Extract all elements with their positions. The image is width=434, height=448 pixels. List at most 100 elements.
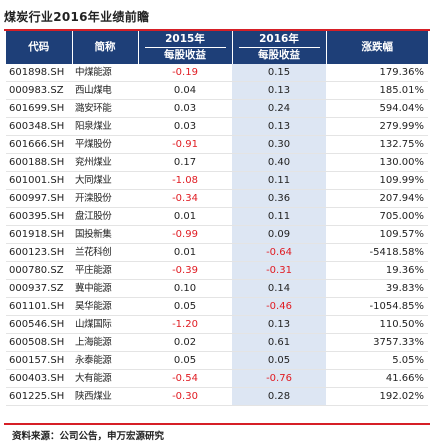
eps-2016-cell: -0.46 [232,297,326,317]
stock-name-cell: 潞安环能 [72,99,138,119]
stock-code-cell: 601101.SH [6,297,72,317]
eps-2016-cell: 0.11 [232,171,326,191]
stock-code-cell: 600508.SH [6,333,72,353]
stock-name-cell: 兖州煤业 [72,153,138,173]
figure-title: 煤炭行业2016年业绩前瞻 [4,10,150,24]
stock-name-cell: 中煤能源 [72,64,138,83]
table-row: 600403.SH 大有能源 -0.54 -0.76 41.66% [6,369,428,389]
stock-name-cell: 阳泉煤业 [72,117,138,137]
stock-name-cell: 兰花科创 [72,243,138,263]
eps-2015-cell: 0.10 [138,279,232,299]
stock-name-cell: 上海能源 [72,333,138,353]
change-cell: 130.00% [326,153,428,173]
top-divider [4,29,430,31]
stock-code-cell: 600997.SH [6,189,72,209]
change-cell: -5418.58% [326,243,428,263]
bottom-divider [4,423,430,425]
change-cell: 185.01% [326,81,428,101]
eps-2016-cell: 0.24 [232,99,326,119]
stock-code-cell: 601666.SH [6,135,72,155]
change-cell: 594.04% [326,99,428,119]
eps-2015-cell: -0.34 [138,189,232,209]
change-cell: -1054.85% [326,297,428,317]
header-name: 简称 [72,31,139,64]
eps-2015-cell: 0.02 [138,333,232,353]
eps-2016-cell: -0.76 [232,369,326,389]
header-eps-2016-year: 2016年 [259,33,299,45]
eps-2015-cell: -1.20 [138,315,232,335]
stock-code-cell: 601898.SH [6,64,72,83]
table-row: 601898.SH 中煤能源 -0.19 0.15 179.36% [6,64,428,83]
stock-code-cell: 600348.SH [6,117,72,137]
table-row: 000983.SZ 西山煤电 0.04 0.13 185.01% [6,81,428,101]
header-change: 涨跌幅 [326,31,428,64]
header-eps-2016-label: 每股收益 [238,47,320,63]
eps-2015-cell: -0.30 [138,387,232,407]
table-row: 600157.SH 永泰能源 0.05 0.05 5.05% [6,351,428,371]
eps-2016-cell: 0.05 [232,351,326,371]
eps-2015-cell: 0.05 [138,351,232,371]
eps-2015-cell: 0.05 [138,297,232,317]
eps-table: 代码 简称 2015年 每股收益 2016年 每股收益 涨跌幅 601898.S… [6,31,428,407]
stock-code-cell: 600403.SH [6,369,72,389]
stock-name-cell: 永泰能源 [72,351,138,371]
header-eps-2015: 2015年 每股收益 [138,31,233,64]
table-row: 600188.SH 兖州煤业 0.17 0.40 130.00% [6,153,428,173]
eps-2016-cell: 0.40 [232,153,326,173]
stock-name-cell: 山煤国际 [72,315,138,335]
table-row: 000780.SZ 平庄能源 -0.39 -0.31 19.36% [6,261,428,281]
stock-name-cell: 大同煤业 [72,171,138,191]
table-header: 代码 简称 2015年 每股收益 2016年 每股收益 涨跌幅 [6,31,428,64]
header-code: 代码 [6,31,73,64]
eps-2015-cell: -0.99 [138,225,232,245]
eps-2015-cell: 0.17 [138,153,232,173]
change-cell: 705.00% [326,207,428,227]
change-cell: 192.02% [326,387,428,407]
change-cell: 19.36% [326,261,428,281]
table-row: 601001.SH 大同煤业 -1.08 0.11 109.99% [6,171,428,191]
change-cell: 3757.33% [326,333,428,353]
table-row: 000937.SZ 冀中能源 0.10 0.14 39.83% [6,279,428,299]
stock-name-cell: 昊华能源 [72,297,138,317]
stock-code-cell: 600157.SH [6,351,72,371]
stock-name-cell: 大有能源 [72,369,138,389]
eps-2016-cell: 0.13 [232,81,326,101]
stock-code-cell: 600123.SH [6,243,72,263]
stock-name-cell: 开滦股份 [72,189,138,209]
stock-code-cell: 000983.SZ [6,81,72,101]
source-note: 资料来源：公司公告，申万宏源研究 [12,431,165,442]
eps-2016-cell: 0.36 [232,189,326,209]
stock-code-cell: 601001.SH [6,171,72,191]
change-cell: 132.75% [326,135,428,155]
table-row: 600348.SH 阳泉煤业 0.03 0.13 279.99% [6,117,428,137]
eps-2015-cell: -1.08 [138,171,232,191]
table-row: 600395.SH 盘江股份 0.01 0.11 705.00% [6,207,428,227]
eps-2016-cell: 0.13 [232,315,326,335]
stock-name-cell: 平庄能源 [72,261,138,281]
table-row: 601666.SH 平煤股份 -0.91 0.30 132.75% [6,135,428,155]
change-cell: 41.66% [326,369,428,389]
table-row: 600123.SH 兰花科创 0.01 -0.64 -5418.58% [6,243,428,263]
change-cell: 110.50% [326,315,428,335]
eps-2016-cell: 0.13 [232,117,326,137]
stock-name-cell: 国投新集 [72,225,138,245]
stock-code-cell: 601699.SH [6,99,72,119]
stock-name-cell: 冀中能源 [72,279,138,299]
eps-2015-cell: -0.91 [138,135,232,155]
table-row: 601225.SH 陕西煤业 -0.30 0.28 192.02% [6,387,428,407]
stock-code-cell: 601225.SH [6,387,72,407]
stock-name-cell: 西山煤电 [72,81,138,101]
eps-2016-cell: 0.11 [232,207,326,227]
stock-code-cell: 600395.SH [6,207,72,227]
table-row: 601918.SH 国投新集 -0.99 0.09 109.57% [6,225,428,245]
stock-code-cell: 600188.SH [6,153,72,173]
eps-2015-cell: -0.19 [138,64,232,83]
header-eps-2015-year: 2015年 [165,33,205,45]
table-row: 600508.SH 上海能源 0.02 0.61 3757.33% [6,333,428,353]
eps-2016-cell: 0.15 [232,64,326,83]
eps-2016-cell: 0.28 [232,387,326,407]
eps-2015-cell: 0.03 [138,117,232,137]
eps-2015-cell: 0.01 [138,207,232,227]
stock-name-cell: 陕西煤业 [72,387,138,407]
